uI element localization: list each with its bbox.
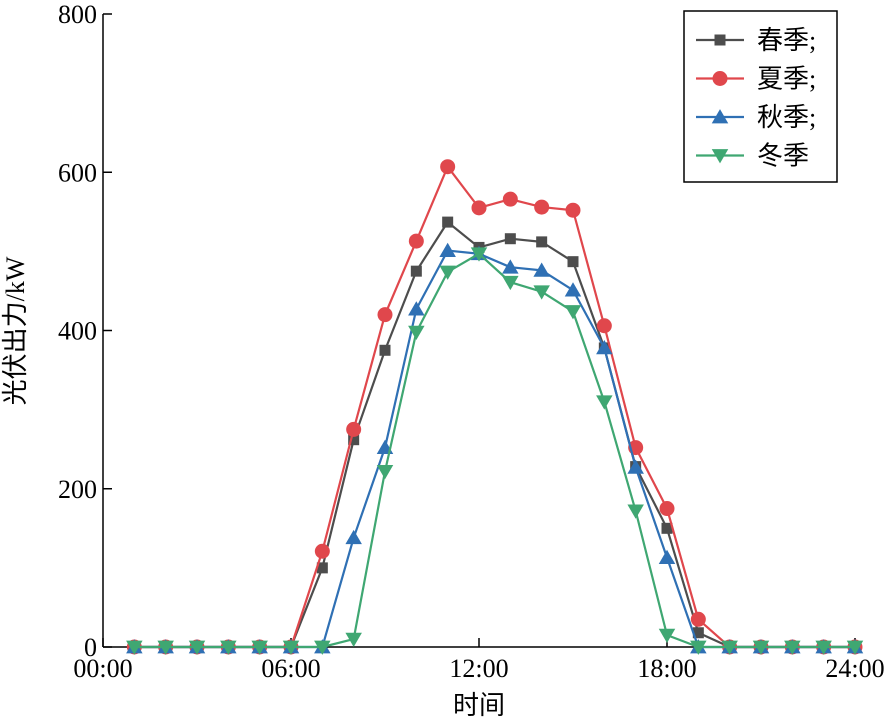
legend-marker [714, 34, 726, 46]
data-point [815, 640, 832, 655]
data-point [533, 262, 550, 277]
data-point [442, 216, 454, 228]
data-point [345, 632, 362, 647]
data-point [157, 640, 174, 655]
data-point [408, 233, 424, 249]
legend-marker [711, 109, 729, 124]
data-point [379, 344, 391, 356]
series-1 [128, 216, 861, 653]
legend-marker [712, 71, 728, 86]
data-point [220, 640, 237, 655]
data-point [564, 282, 582, 297]
series-line [134, 220, 855, 649]
data-point [752, 640, 770, 655]
data-point [658, 628, 676, 644]
legend-marker [711, 149, 729, 164]
data-point [661, 522, 673, 534]
legend-entry: 春季; [696, 26, 816, 55]
data-point [721, 640, 738, 655]
data-point [659, 501, 675, 517]
legend: 春季; 夏季; 秋季; 冬季 [683, 10, 838, 183]
y-axis-title: 光伏出力/kW [1, 256, 30, 405]
data-point [502, 259, 519, 274]
legend-entry: 夏季; [696, 65, 816, 94]
data-point [471, 200, 487, 216]
data-point [348, 434, 360, 446]
legend-entry: 冬季 [696, 142, 809, 171]
data-point [627, 459, 644, 474]
data-point [408, 301, 425, 316]
data-point [376, 464, 394, 480]
data-point [439, 242, 456, 257]
series-line [134, 249, 855, 649]
x-tick-label: 12:00 [449, 654, 508, 683]
legend-label: 冬季 [757, 142, 809, 171]
x-tick-label: 18:00 [637, 654, 696, 683]
y-tick-label: 800 [58, 0, 97, 29]
y-tick-label: 600 [58, 158, 97, 187]
x-tick-label: 00:00 [73, 654, 132, 683]
legend-label: 秋季; [757, 103, 816, 132]
x-axis-title: 时间 [453, 691, 505, 720]
data-point [345, 529, 362, 545]
data-point [470, 247, 488, 262]
data-point [251, 640, 268, 655]
data-point [282, 640, 300, 655]
data-point [377, 307, 393, 323]
data-point [596, 395, 613, 410]
ticks: 0 200 400 600 800 00:00 06:00 12:00 18:00 24:00 [58, 0, 885, 683]
data-point [126, 640, 143, 655]
data-point [690, 611, 706, 627]
data-point [408, 325, 425, 340]
data-point [314, 543, 330, 559]
y-tick-label: 0 [84, 633, 97, 662]
series-3 [126, 242, 864, 654]
series-line [134, 252, 855, 649]
data-point [658, 549, 676, 564]
legend-entry: 秋季; [696, 103, 816, 132]
series-line [134, 165, 855, 649]
data-point [440, 159, 456, 175]
x-tick-label: 06:00 [261, 654, 320, 683]
data-point [502, 191, 518, 207]
series-layer [126, 159, 864, 655]
y-tick-label: 200 [58, 475, 97, 504]
data-point [567, 256, 579, 268]
data-point [534, 199, 550, 215]
data-point [627, 504, 644, 519]
data-point [536, 236, 548, 248]
data-point [410, 265, 422, 277]
data-point [504, 233, 516, 245]
legend-label: 春季; [757, 26, 816, 55]
data-point [439, 265, 456, 280]
data-point [314, 640, 331, 655]
data-point [596, 318, 612, 334]
data-point [692, 627, 704, 639]
series-2 [126, 159, 863, 655]
data-point [564, 305, 582, 320]
data-point [690, 640, 707, 655]
data-point [502, 275, 519, 291]
data-point [846, 640, 864, 655]
data-point [188, 640, 206, 655]
series-4 [126, 247, 864, 655]
data-point [596, 340, 613, 355]
legend-label: 夏季; [757, 65, 816, 94]
x-tick-label: 24:00 [825, 654, 884, 683]
data-point [533, 285, 550, 300]
data-point [346, 421, 362, 437]
data-point [316, 562, 328, 574]
data-point [784, 640, 801, 655]
y-tick-label: 400 [58, 317, 97, 346]
data-point [565, 202, 581, 218]
